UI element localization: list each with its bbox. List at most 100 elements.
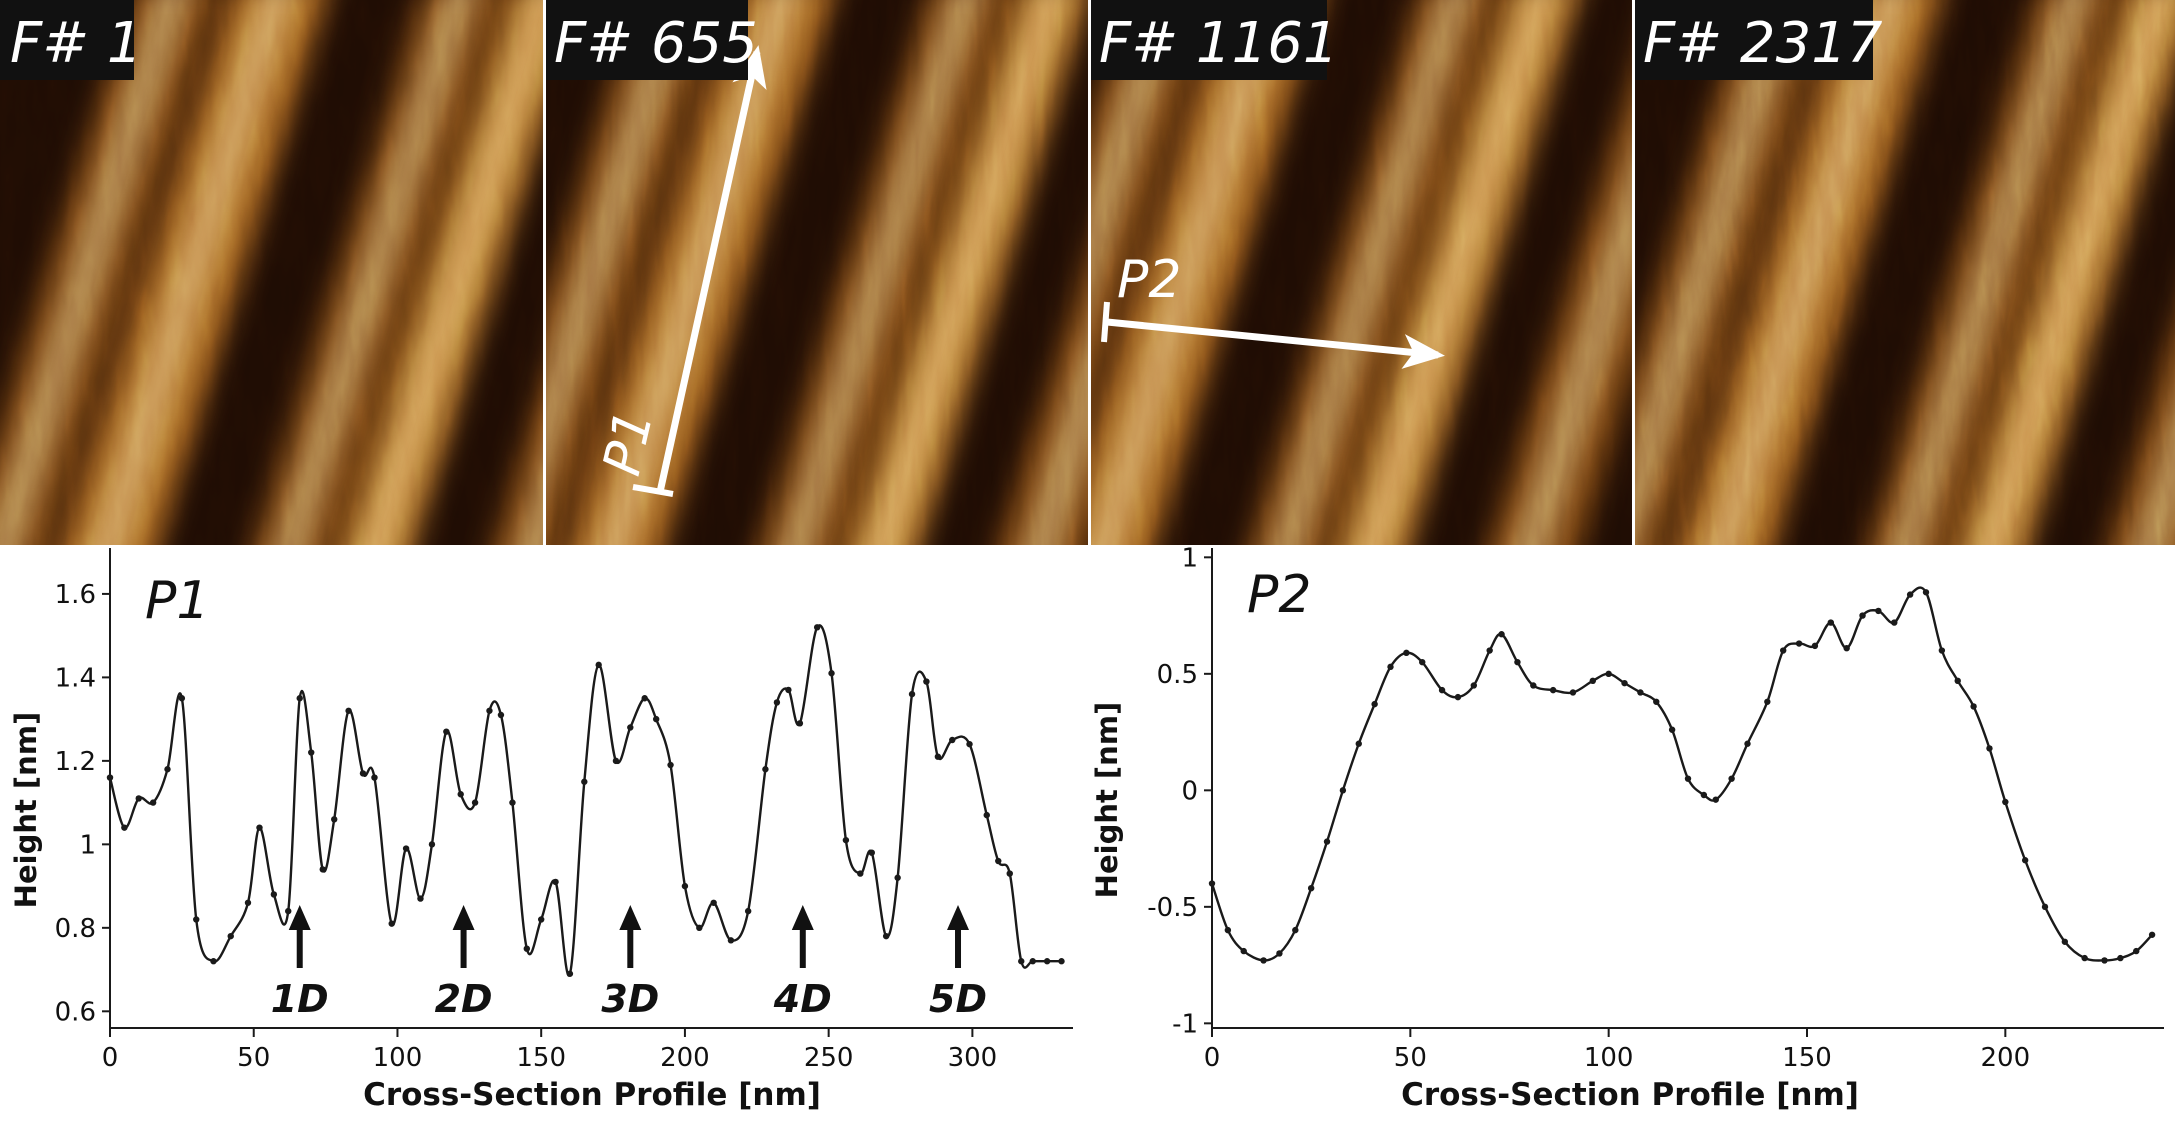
data-point [2148, 931, 2156, 938]
x-tick-label: 100 [1584, 1043, 1634, 1073]
data-point [1323, 838, 1331, 845]
data-point [1668, 726, 1676, 733]
annotation-arrow [619, 905, 642, 968]
data-point [1827, 619, 1835, 626]
afm-noise-texture [546, 0, 1088, 545]
x-tick-label: 150 [516, 1043, 566, 1073]
data-point [1240, 947, 1247, 955]
chart-p2-xlabel: Cross-Section Profile [nm] [1401, 1077, 1859, 1113]
chart-p2-ylabel: Height [nm] [1090, 702, 1124, 899]
panel-label-f2317-text: F# 2317 [1643, 11, 1883, 76]
data-point [727, 937, 735, 944]
data-point [1970, 703, 1977, 710]
annotation-arrow [947, 905, 970, 968]
data-point [1986, 745, 1993, 752]
data-point [1387, 663, 1394, 671]
data-point [1549, 686, 1557, 694]
data-point [1700, 791, 1708, 799]
afm-panel-1 [0, 0, 543, 545]
y-tick-label: 0.5 [1157, 660, 1198, 690]
data-point [868, 849, 875, 856]
x-tick-label: 150 [1782, 1043, 1832, 1073]
data-point [537, 916, 545, 923]
data-point [857, 870, 864, 877]
series-points [1208, 589, 2156, 964]
x-tick-label: 250 [804, 1043, 854, 1073]
y-tick-label: 0.8 [55, 914, 96, 944]
data-point [244, 899, 252, 906]
data-point [457, 791, 464, 798]
data-point [509, 799, 516, 806]
data-point [2117, 954, 2124, 962]
data-point [106, 774, 114, 781]
x-tick-label: 200 [1981, 1043, 2031, 1073]
data-point [710, 899, 717, 906]
data-point [1307, 884, 1315, 892]
data-point [523, 945, 531, 952]
data-point [1419, 658, 1426, 666]
data-point [552, 878, 559, 886]
x-tick-label: 200 [660, 1043, 710, 1073]
data-point [1514, 658, 1521, 666]
chart-p2: P2 Cross-Section Profile [nm] Height [nm… [1090, 543, 2164, 1113]
y-tick-label: 0 [1181, 776, 1198, 806]
data-point [2041, 903, 2049, 911]
data-point [983, 811, 990, 819]
chart-p1-title: P1 [145, 571, 209, 631]
data-point [388, 920, 395, 927]
data-point [1438, 686, 1446, 694]
data-point [612, 757, 620, 765]
data-point [1954, 677, 1961, 685]
data-point [744, 907, 752, 915]
data-point [486, 707, 493, 714]
data-point [966, 740, 973, 748]
x-tick-label: 0 [102, 1043, 119, 1073]
data-point [308, 749, 315, 756]
data-point [210, 958, 217, 965]
data-point [428, 841, 436, 848]
data-point [1371, 700, 1378, 708]
data-point [796, 720, 804, 727]
data-point [882, 932, 890, 940]
data-point [331, 816, 338, 823]
data-point [566, 970, 574, 977]
data-point [359, 770, 367, 777]
data-point [1018, 958, 1025, 965]
afm-noise-texture [1635, 0, 2175, 545]
data-point [773, 699, 781, 706]
y-tick-label: 1 [1181, 543, 1198, 573]
data-point [2002, 798, 2009, 806]
data-point [345, 707, 352, 714]
data-point [1811, 642, 1819, 650]
data-point [995, 857, 1002, 865]
data-point [1470, 682, 1478, 689]
profile-p1-arrow [632, 45, 767, 497]
data-point [1530, 682, 1537, 689]
data-point [2133, 947, 2140, 955]
data-point [696, 924, 703, 932]
chart-p2-title: P2 [1247, 565, 1311, 625]
data-point [1029, 958, 1036, 965]
data-point [1355, 740, 1362, 747]
data-point [813, 624, 821, 631]
data-point [319, 866, 326, 873]
annotation-label: 1D [271, 977, 329, 1021]
data-point [627, 724, 634, 731]
data-point [2081, 954, 2088, 962]
data-point [256, 824, 263, 831]
afm-noise-texture [1091, 0, 1632, 545]
data-point [1780, 647, 1787, 654]
data-point [285, 907, 292, 915]
y-tick-label: -1 [1172, 1009, 1198, 1039]
data-point [1006, 870, 1013, 877]
data-point [1637, 689, 1644, 696]
data-point [641, 695, 648, 702]
panel-label-f655: F# 655 [546, 0, 758, 80]
data-point [1058, 958, 1065, 965]
data-point [1224, 926, 1232, 934]
chart-p1: P1 Cross-Section Profile [nm] Height [nm… [9, 548, 1073, 1113]
data-point [1276, 950, 1283, 957]
y-tick-label: -0.5 [1147, 893, 1198, 923]
data-point [471, 799, 479, 806]
